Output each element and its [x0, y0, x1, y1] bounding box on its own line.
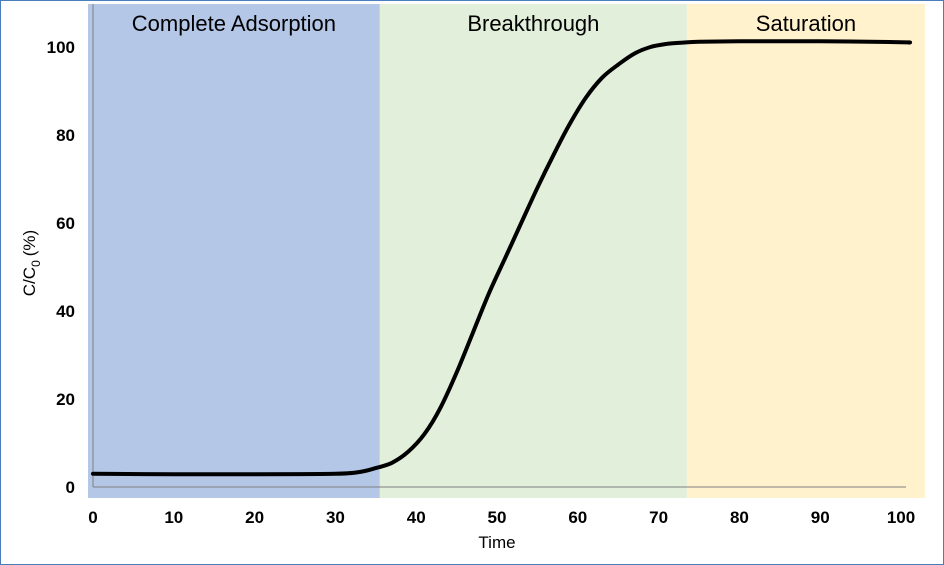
x-tick-label: 70 — [649, 508, 668, 527]
x-tick-label: 50 — [488, 508, 507, 527]
y-axis-title-subscript: 0 — [29, 260, 43, 267]
axes — [92, 4, 906, 488]
y-axis-title-unit: (%) — [20, 230, 39, 256]
region-band-0 — [88, 4, 380, 498]
region-band-1 — [379, 4, 687, 498]
region-label-2: Saturation — [756, 11, 856, 36]
x-axis-title: Time — [478, 533, 515, 552]
x-tick-label: 10 — [164, 508, 183, 527]
x-tick-label: 40 — [407, 508, 426, 527]
x-tick-label: 80 — [730, 508, 749, 527]
y-tick-label: 80 — [56, 126, 75, 145]
series-group — [91, 39, 913, 477]
y-tick-label: 0 — [66, 478, 75, 497]
x-tick-label: 90 — [811, 508, 830, 527]
y-axis-title: C/C0 (%) — [20, 230, 43, 296]
region-label-0: Complete Adsorption — [132, 11, 336, 36]
y-axis-title-main: C/C — [20, 267, 39, 296]
region-label-1: Breakthrough — [467, 11, 599, 36]
y-tick-label: 40 — [56, 302, 75, 321]
y-tick-label: 20 — [56, 390, 75, 409]
x-tick-labels: 0 10 20 30 40 50 60 70 80 90 100 — [88, 508, 915, 527]
x-tick-label: 100 — [887, 508, 915, 527]
y-tick-labels: 0 20 40 60 80 100 — [47, 38, 75, 497]
x-tick-label: 0 — [88, 508, 97, 527]
region-band-2 — [686, 4, 925, 498]
series-line-0 — [91, 39, 913, 477]
x-tick-label: 30 — [326, 508, 345, 527]
x-tick-label: 20 — [245, 508, 264, 527]
y-tick-label: 100 — [47, 38, 75, 57]
y-tick-label: 60 — [56, 214, 75, 233]
region-bands: Complete Adsorption Breakthrough Saturatio… — [88, 4, 925, 498]
x-tick-label: 60 — [568, 508, 587, 527]
